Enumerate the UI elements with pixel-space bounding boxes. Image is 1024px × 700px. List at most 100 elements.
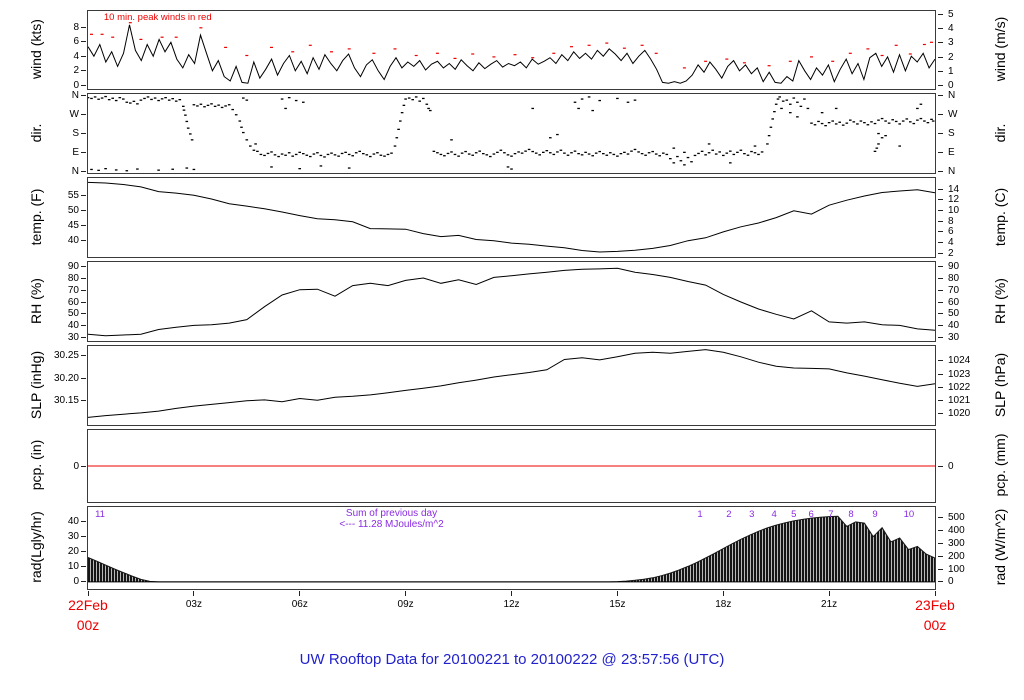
y-tick-mark bbox=[938, 231, 943, 233]
y-tick-mark bbox=[81, 465, 86, 467]
x-tick-label: 09z bbox=[397, 599, 414, 610]
y-tick-mark bbox=[938, 242, 943, 243]
slp-panel bbox=[87, 345, 936, 426]
y-tick-mark bbox=[938, 95, 943, 97]
y-tick-mark bbox=[938, 289, 943, 291]
y-tick-mark bbox=[81, 301, 86, 303]
x-tick-label: 15z bbox=[609, 599, 626, 610]
x-tick-mark bbox=[722, 591, 724, 596]
y-tick-mark bbox=[81, 151, 86, 153]
y-tick-label: 30.20 bbox=[53, 372, 79, 384]
y-tick-label: 90 bbox=[67, 261, 79, 273]
y-tick-mark bbox=[938, 42, 943, 44]
y-tick-label: 40 bbox=[67, 234, 79, 246]
wind-series-line bbox=[88, 24, 935, 84]
y-tick-mark bbox=[938, 465, 943, 467]
temp-plot bbox=[88, 181, 935, 253]
y-tick-label: N bbox=[948, 165, 956, 177]
y-tick-mark bbox=[938, 313, 943, 315]
y-tick-mark bbox=[938, 301, 943, 303]
y-tick-label: N bbox=[71, 90, 79, 102]
x-tick-label: 18z bbox=[715, 599, 732, 610]
y-tick-label: 5 bbox=[948, 9, 954, 20]
y-tick-label: 3 bbox=[948, 37, 954, 49]
y-tick-mark bbox=[81, 355, 86, 357]
x-tick-mark bbox=[299, 591, 301, 596]
y-tick-label: 80 bbox=[67, 273, 79, 285]
rh-plot bbox=[88, 267, 935, 337]
y-tick-label: 0 bbox=[73, 79, 79, 91]
y-tick-label: 60 bbox=[948, 296, 960, 308]
y-tick-mark bbox=[81, 114, 86, 116]
x-axis-start-date: 22Feb bbox=[68, 597, 108, 613]
y-tick-mark bbox=[81, 289, 86, 291]
y-tick-label: 2 bbox=[73, 65, 79, 77]
y-tick-label: 1020 bbox=[948, 408, 971, 420]
y-tick-mark bbox=[938, 542, 943, 544]
slp-series-line bbox=[88, 349, 935, 418]
rad-hour-mark: 2 bbox=[726, 509, 732, 520]
rad-hour-mark: 10 bbox=[903, 509, 915, 520]
y-tick-label: 12 bbox=[948, 194, 960, 206]
dir-plot bbox=[88, 95, 935, 172]
y-tick-label: 300 bbox=[948, 537, 965, 549]
y-tick-label: 500 bbox=[948, 511, 965, 523]
y-tick-label: N bbox=[948, 90, 956, 102]
y-tick-mark bbox=[81, 70, 86, 72]
slp-plot bbox=[88, 349, 935, 418]
x-tick-label: 03z bbox=[185, 599, 202, 610]
y-tick-mark bbox=[81, 377, 86, 379]
y-tick-label: 1022 bbox=[948, 381, 971, 393]
y-tick-mark bbox=[938, 210, 943, 211]
y-tick-mark bbox=[81, 41, 86, 43]
y-tick-mark bbox=[938, 151, 943, 153]
y-tick-label: 8 bbox=[948, 215, 954, 227]
y-tick-label: 4 bbox=[73, 50, 79, 62]
y-tick-label: 8 bbox=[73, 21, 79, 33]
y-tick-mark bbox=[938, 170, 943, 172]
y-tick-mark bbox=[938, 84, 943, 86]
y-tick-label: 0 bbox=[73, 576, 79, 588]
y-tick-label: 1 bbox=[948, 65, 954, 77]
axis-title-left-rad: rad(Lgly/hr) bbox=[28, 511, 44, 583]
x-tick-mark bbox=[511, 591, 512, 596]
y-tick-mark bbox=[81, 551, 86, 553]
rad-panel bbox=[87, 506, 936, 590]
y-tick-mark bbox=[81, 324, 86, 326]
y-tick-label: 2 bbox=[948, 247, 954, 259]
y-tick-label: 50 bbox=[67, 308, 79, 320]
x-axis-end-date: 23Feb bbox=[915, 597, 955, 613]
x-tick-label: 12z bbox=[503, 599, 520, 610]
y-tick-label: 40 bbox=[67, 516, 79, 528]
y-tick-label: 10 bbox=[948, 205, 960, 216]
x-tick-mark bbox=[405, 591, 407, 596]
y-tick-label: S bbox=[72, 128, 79, 139]
rad-hour-mark: 7 bbox=[828, 509, 834, 520]
y-tick-mark bbox=[938, 555, 943, 557]
y-tick-mark bbox=[81, 536, 86, 538]
x-axis-start-hour: 00z bbox=[76, 617, 100, 633]
y-tick-label: 30 bbox=[67, 531, 79, 543]
y-tick-label: E bbox=[72, 146, 79, 158]
y-tick-label: 30.25 bbox=[53, 350, 79, 362]
y-tick-mark bbox=[81, 210, 86, 211]
wind-annotation: 10 min. peak winds in red bbox=[103, 12, 212, 23]
pcp-plot bbox=[88, 465, 935, 467]
y-tick-mark bbox=[81, 95, 86, 97]
rad-area bbox=[88, 516, 935, 582]
y-tick-mark bbox=[938, 28, 943, 30]
rh-series-line bbox=[88, 267, 935, 337]
dir-points bbox=[88, 95, 935, 172]
y-tick-mark bbox=[938, 581, 943, 583]
x-tick-label: 06z bbox=[291, 599, 308, 610]
y-tick-mark bbox=[938, 529, 943, 531]
x-tick-mark bbox=[934, 591, 936, 596]
y-tick-mark bbox=[81, 239, 86, 241]
x-tick-label: 21z bbox=[821, 599, 838, 610]
x-axis-end-hour: 00z bbox=[923, 617, 947, 633]
y-tick-label: E bbox=[948, 146, 955, 158]
y-tick-mark bbox=[81, 313, 86, 315]
rad-hour-mark: 11 bbox=[95, 509, 105, 520]
y-tick-mark bbox=[938, 360, 943, 362]
